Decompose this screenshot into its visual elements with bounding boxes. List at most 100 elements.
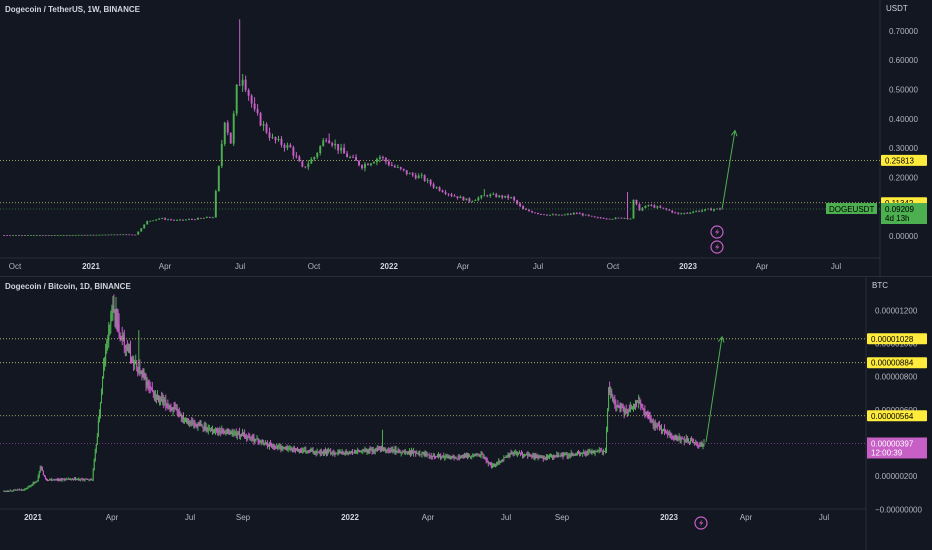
candle-body (469, 455, 471, 458)
candle-body (434, 456, 436, 458)
doge-btc-daily-chart[interactable]: BTC0.000012000.000010000.000008000.00000… (0, 277, 932, 550)
candle-body (137, 231, 140, 235)
candle-body (61, 478, 63, 481)
candle-body (36, 480, 38, 482)
candle-body (298, 451, 300, 453)
candle-body (261, 440, 263, 442)
candle-body (354, 452, 356, 454)
candle-body (507, 195, 510, 199)
candle-body (305, 449, 307, 452)
pane-divider[interactable] (0, 276, 932, 277)
candle-body (519, 452, 521, 454)
candle-body (219, 431, 221, 433)
candle-body (576, 452, 578, 455)
candle-body (560, 214, 563, 216)
candle-body (101, 234, 104, 236)
candle-body (250, 95, 253, 104)
candle-body (178, 411, 180, 416)
candle-body (340, 147, 343, 151)
candle-body (177, 410, 179, 412)
candle-body (520, 453, 522, 455)
candle-body (569, 455, 571, 457)
candle-body (50, 479, 52, 481)
candle-body (103, 366, 105, 379)
candle-body (373, 449, 375, 452)
candle-body (271, 137, 274, 138)
candle-body (412, 450, 414, 454)
candle-body (299, 449, 301, 453)
candle-body (573, 454, 575, 456)
candle-body (252, 436, 254, 438)
candle-body (383, 448, 385, 450)
candle-body (92, 234, 95, 236)
level-price-tag-label: 0.00000564 (871, 412, 914, 421)
candle-body (114, 311, 116, 321)
doge-btc-chart-svg: BTC0.000012000.000010000.000008000.00000… (0, 277, 927, 550)
candle-body (13, 489, 15, 491)
candle-body (316, 451, 318, 454)
candle-body (654, 423, 656, 428)
candle-body (610, 391, 612, 393)
candle-body (367, 450, 369, 451)
x-tick-label: Apr (457, 262, 470, 271)
candle-body (59, 479, 61, 481)
x-tick-label: Apr (756, 262, 769, 271)
candle-body (62, 234, 65, 236)
candle-body (231, 431, 233, 435)
candle-body (34, 482, 36, 484)
candle-body (4, 490, 6, 492)
candle-body (684, 440, 686, 442)
candle-body (584, 214, 587, 216)
doge-usdt-weekly-chart[interactable]: USDT 0.70000 0.60000 0.50000 0.40000 0.30000 0… (0, 0, 932, 276)
candle-body (202, 217, 205, 219)
candle-body (226, 430, 228, 434)
candle-body (485, 458, 487, 461)
candle-body (648, 415, 650, 417)
candle-body (384, 158, 387, 162)
candle-body (173, 407, 175, 408)
candle-body (189, 423, 191, 424)
candle-body (310, 159, 313, 164)
candle-body (244, 433, 246, 435)
candle-body (619, 407, 621, 411)
candle-body (666, 432, 668, 434)
candle-body (223, 122, 226, 144)
candle-body (214, 191, 217, 218)
candle-body (617, 217, 620, 219)
candle-body (465, 198, 468, 201)
candle-body (142, 373, 144, 376)
candle-body (683, 212, 686, 214)
candle-body (460, 455, 462, 458)
candle-body (116, 234, 119, 236)
candle-body (643, 409, 645, 411)
candle-body (647, 205, 650, 207)
candle-body (332, 452, 334, 454)
candle-body (123, 335, 125, 346)
candle-body (461, 455, 463, 456)
candle-body (568, 455, 570, 457)
candle-body (389, 450, 391, 452)
candle-body (276, 445, 278, 449)
candle-body (578, 213, 581, 215)
candle-body (438, 454, 440, 457)
candle-body (501, 195, 504, 198)
candle-body (263, 442, 265, 444)
last-price-tag (881, 203, 927, 225)
candle-body (617, 406, 619, 408)
candle-body (334, 143, 337, 146)
candle-body (92, 470, 94, 480)
candle-body (387, 450, 389, 451)
candle-body (132, 359, 134, 362)
candle-body (553, 455, 555, 458)
candle-body (193, 423, 195, 425)
candle-body (668, 209, 671, 211)
candle-body (242, 432, 244, 436)
candle-body (333, 452, 335, 454)
candle-body (612, 395, 614, 402)
candle-body (582, 452, 584, 454)
last-price-value: 0.09209 (885, 205, 914, 214)
candle-body (182, 416, 184, 420)
candle-body (8, 235, 11, 236)
candle-body (87, 478, 89, 480)
candle-body (143, 375, 145, 377)
